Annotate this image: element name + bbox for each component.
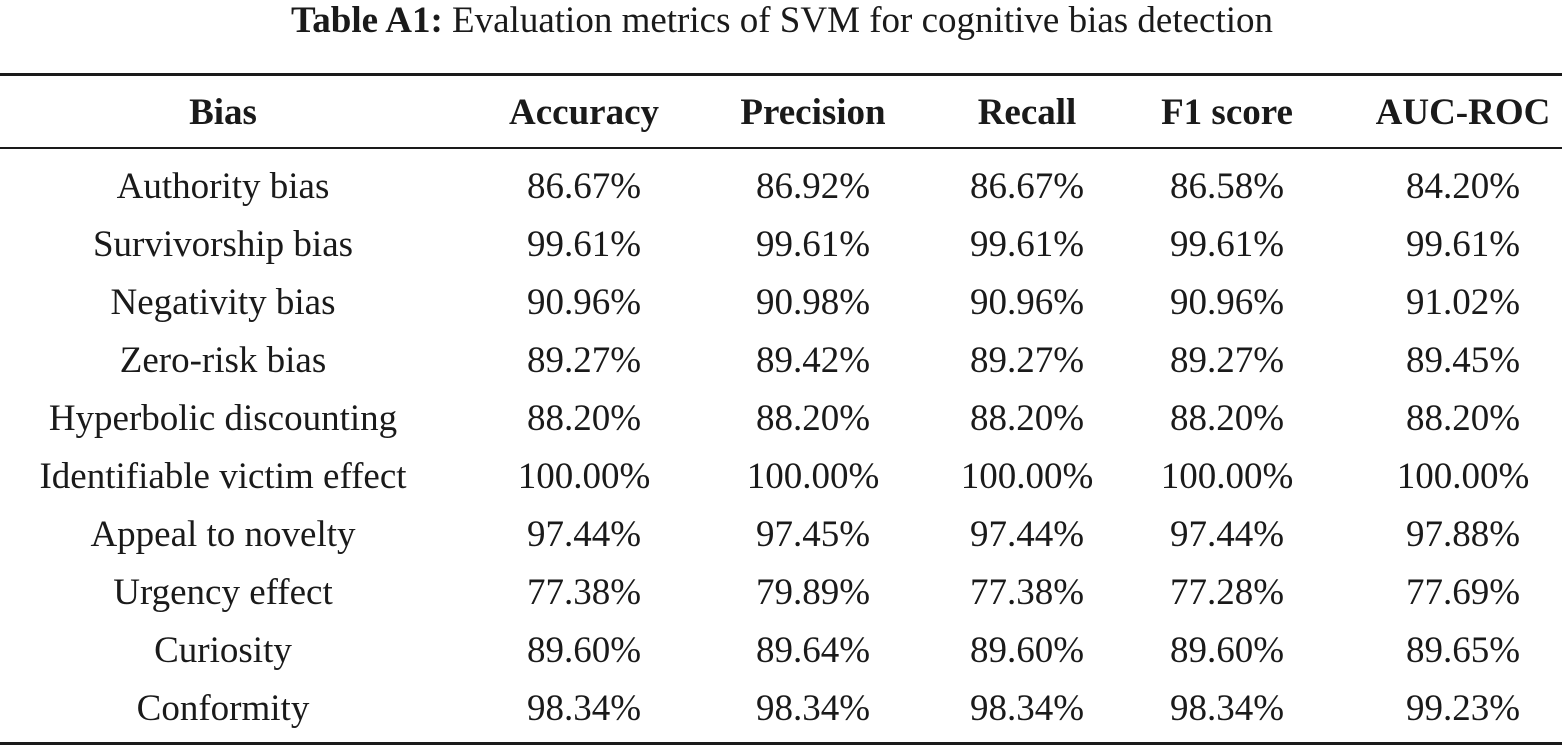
bias-name: Conformity: [136, 688, 310, 729]
caption-label: Table A1:: [290, 0, 443, 41]
accuracy-value: 86.67%: [526, 166, 642, 207]
precision-value: 89.42%: [755, 340, 871, 381]
bottom-rule: [0, 742, 1562, 745]
f1-score-value: 90.96%: [1169, 282, 1285, 323]
auc-roc-value: 99.61%: [1405, 224, 1521, 265]
f1-score-value: 77.28%: [1169, 572, 1285, 613]
precision-value: 89.64%: [755, 630, 871, 671]
f1-score-value: 89.60%: [1169, 630, 1285, 671]
table-row: Urgency effect 77.38% 79.89% 77.38% 77.2…: [0, 564, 1564, 622]
table-row: Authority bias 86.67% 86.92% 86.67% 86.5…: [0, 158, 1564, 216]
precision-value: 100.00%: [746, 456, 880, 497]
table-row: Survivorship bias 99.61% 99.61% 99.61% 9…: [0, 216, 1564, 274]
table-row: Conformity 98.34% 98.34% 98.34% 98.34% 9…: [0, 680, 1564, 738]
recall-value: 97.44%: [969, 514, 1085, 555]
precision-value: 86.92%: [755, 166, 871, 207]
recall-value: 86.67%: [969, 166, 1085, 207]
auc-roc-value: 91.02%: [1405, 282, 1521, 323]
auc-roc-value: 97.88%: [1405, 514, 1521, 555]
recall-value: 99.61%: [969, 224, 1085, 265]
accuracy-value: 100.00%: [517, 456, 651, 497]
precision-value: 88.20%: [755, 398, 871, 439]
header-bias: Bias: [189, 92, 257, 133]
caption-text: Evaluation metrics of SVM for cognitive …: [452, 0, 1274, 41]
f1-score-value: 98.34%: [1169, 688, 1285, 729]
auc-roc-value: 84.20%: [1405, 166, 1521, 207]
auc-roc-value: 88.20%: [1405, 398, 1521, 439]
auc-roc-value: 99.23%: [1405, 688, 1521, 729]
bias-name: Authority bias: [116, 166, 330, 207]
auc-roc-value: 77.69%: [1405, 572, 1521, 613]
accuracy-value: 90.96%: [526, 282, 642, 323]
table-row: Hyperbolic discounting 88.20% 88.20% 88.…: [0, 390, 1564, 448]
recall-value: 77.38%: [969, 572, 1085, 613]
accuracy-value: 89.27%: [526, 340, 642, 381]
header-accuracy: Accuracy: [509, 92, 659, 133]
bias-name: Hyperbolic discounting: [48, 398, 398, 439]
recall-value: 89.27%: [969, 340, 1085, 381]
recall-value: 100.00%: [960, 456, 1094, 497]
precision-value: 99.61%: [755, 224, 871, 265]
auc-roc-value: 100.00%: [1396, 456, 1530, 497]
header-rule: [0, 147, 1562, 149]
precision-value: 90.98%: [755, 282, 871, 323]
table-row: Identifiable victim effect 100.00% 100.0…: [0, 448, 1564, 506]
precision-value: 97.45%: [755, 514, 871, 555]
table-row: Curiosity 89.60% 89.64% 89.60% 89.60% 89…: [0, 622, 1564, 680]
header-recall: Recall: [977, 92, 1077, 133]
accuracy-value: 89.60%: [526, 630, 642, 671]
f1-score-value: 97.44%: [1169, 514, 1285, 555]
recall-value: 88.20%: [969, 398, 1085, 439]
table-row: Negativity bias 90.96% 90.98% 90.96% 90.…: [0, 274, 1564, 332]
recall-value: 90.96%: [969, 282, 1085, 323]
f1-score-value: 86.58%: [1169, 166, 1285, 207]
f1-score-value: 89.27%: [1169, 340, 1285, 381]
header-precision: Precision: [740, 92, 886, 133]
bias-name: Appeal to novelty: [90, 514, 356, 555]
accuracy-value: 97.44%: [526, 514, 642, 555]
f1-score-value: 88.20%: [1169, 398, 1285, 439]
auc-roc-value: 89.45%: [1405, 340, 1521, 381]
header-f1-score: F1 score: [1161, 92, 1293, 133]
bias-name: Urgency effect: [113, 572, 333, 613]
accuracy-value: 77.38%: [526, 572, 642, 613]
f1-score-value: 100.00%: [1160, 456, 1294, 497]
precision-value: 98.34%: [755, 688, 871, 729]
f1-score-value: 99.61%: [1169, 224, 1285, 265]
table-row: Appeal to novelty 97.44% 97.45% 97.44% 9…: [0, 506, 1564, 564]
auc-roc-value: 89.65%: [1405, 630, 1521, 671]
bias-name: Survivorship bias: [92, 224, 354, 265]
table-caption: Table A1: Evaluation metrics of SVM for …: [0, 0, 1564, 48]
bias-name: Identifiable victim effect: [39, 456, 407, 497]
accuracy-value: 88.20%: [526, 398, 642, 439]
top-rule: [0, 73, 1562, 76]
precision-value: 79.89%: [755, 572, 871, 613]
recall-value: 98.34%: [969, 688, 1085, 729]
header-row: Bias Accuracy Precision Recall F1 score …: [0, 78, 1564, 136]
table-row: Zero-risk bias 89.27% 89.42% 89.27% 89.2…: [0, 332, 1564, 390]
bias-name: Curiosity: [154, 630, 292, 671]
accuracy-value: 99.61%: [526, 224, 642, 265]
header-auc-roc: AUC-ROC: [1375, 92, 1551, 133]
bias-name: Negativity bias: [110, 282, 336, 323]
accuracy-value: 98.34%: [526, 688, 642, 729]
bias-name: Zero-risk bias: [119, 340, 327, 381]
recall-value: 89.60%: [969, 630, 1085, 671]
